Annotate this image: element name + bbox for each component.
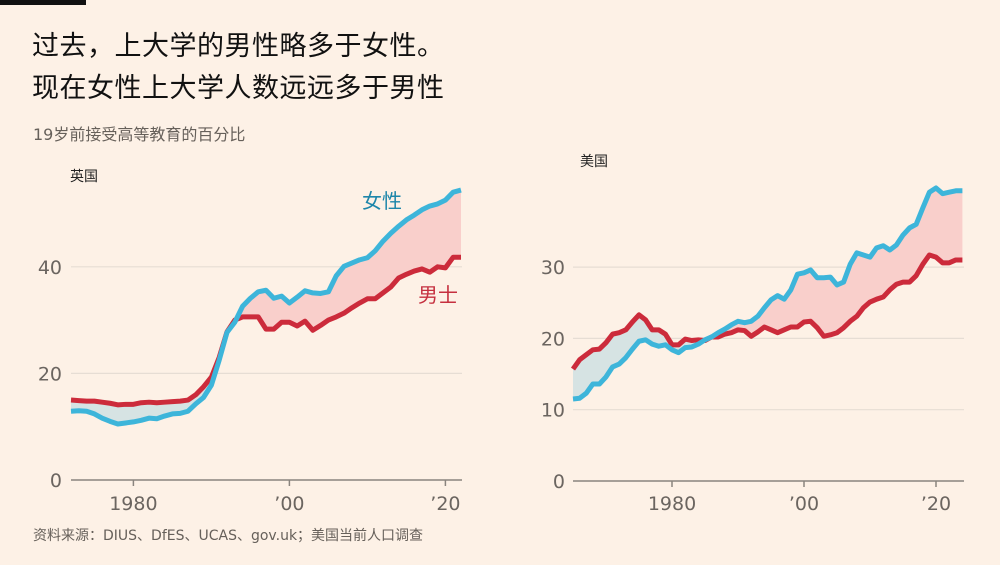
us-y-tick-labels: 0 10 20 30 [541,257,565,493]
uk-y-tick-label: 0 [50,470,62,492]
uk-panel: 英国 0 20 40 1980 ’00 ’20 女性 男士 [38,168,462,515]
uk-women-line [70,187,462,427]
uk-x-tick-label: 1980 [109,493,157,515]
uk-y-tick-labels: 0 20 40 [38,257,62,492]
chart-title: 过去，上大学的男性略多于女性。 现在女性上大学人数远远多于男性 [32,26,445,110]
us-panel: 美国 0 10 20 30 1980 ’00 ’20 [541,154,964,515]
uk-x-tick-label: ’00 [274,493,304,515]
uk-x-tick-label: ’20 [430,493,460,515]
uk-y-tick-label: 20 [38,363,62,385]
us-gap-fills [573,187,963,400]
us-men-line [570,252,963,371]
source-note: 资料来源：DIUS、DfES、UCAS、gov.uk；美国当前人口调查 [33,528,424,544]
title-line-1: 过去，上大学的男性略多于女性。 [32,31,445,62]
us-x-tick-label: ’20 [921,493,951,515]
uk-y-tick-label: 40 [38,257,62,279]
us-x-axis [573,480,964,487]
uk-x-tick-labels: 1980 ’00 ’20 [109,493,460,515]
uk-women-lead-area [236,190,461,331]
us-women-lead-area [704,187,963,341]
us-x-tick-label: ’00 [789,493,819,515]
us-panel-title: 美国 [580,154,608,170]
brand-top-bar [0,0,86,5]
uk-legend-men: 男士 [418,283,458,307]
us-series-lines [570,185,963,402]
us-y-tick-label: 0 [553,471,565,493]
uk-men-line [70,254,461,408]
uk-legend-women: 女性 [362,189,402,213]
uk-series-lines [70,187,462,427]
us-x-tick-labels: 1980 ’00 ’20 [648,493,951,515]
uk-x-axis [71,479,462,486]
uk-panel-title: 英国 [70,168,98,185]
us-y-tick-label: 30 [541,257,565,279]
us-y-tick-label: 10 [541,400,565,422]
us-y-tick-label: 20 [541,328,565,350]
us-women-line [572,185,963,402]
title-line-2: 现在女性上大学人数远远多于男性 [32,73,445,104]
us-x-tick-label: 1980 [648,493,696,515]
chart-subtitle: 19岁前接受高等教育的百分比 [33,125,246,144]
